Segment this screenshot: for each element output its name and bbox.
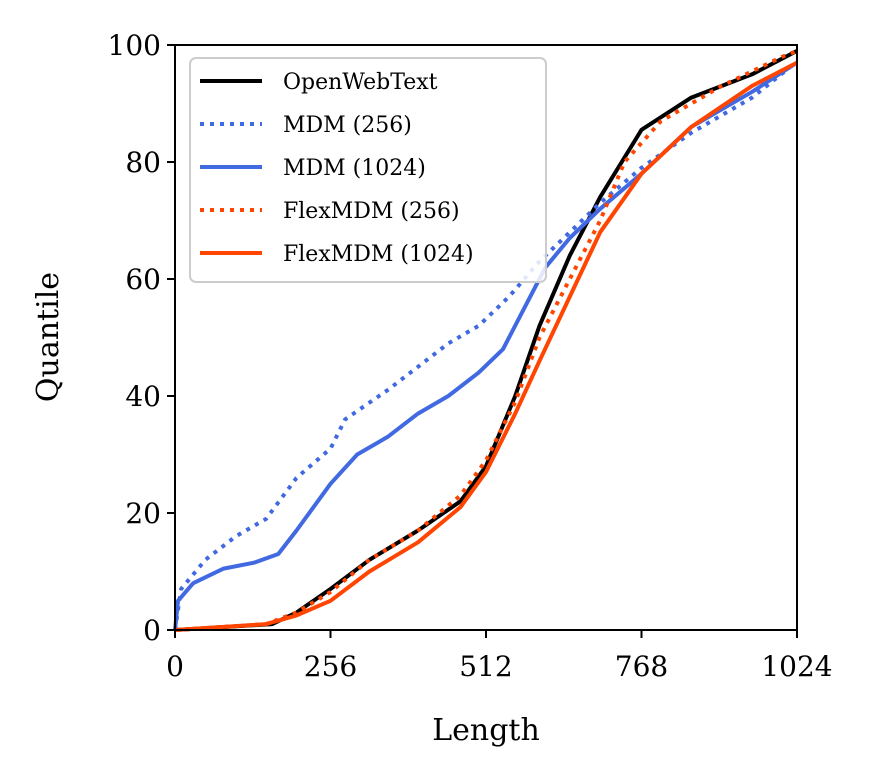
series-line-mdm-1024 [173,60,799,631]
x-tick-label: 0 [166,650,184,683]
legend-label: OpenWebText [283,70,438,95]
x-tick-label: 256 [304,650,357,683]
series-lines [173,49,799,632]
y-axis-label: Quantile [31,272,66,402]
y-ticks: 0 20 40 60 80 100 [108,29,175,647]
legend-label: FlexMDM (1024) [283,242,474,267]
x-axis-label: Length [432,713,540,748]
series-line-mdm-256 [173,66,790,631]
legend-label: FlexMDM (256) [283,199,460,224]
legend-label: MDM (256) [283,113,412,138]
x-tick-label: 1024 [761,650,832,683]
y-tick-label: 0 [143,614,161,647]
series-line-flexmdm-1024 [174,60,798,632]
y-tick-label: 80 [125,146,161,179]
legend-label: MDM (1024) [283,156,426,181]
series-line-flexmdm-256 [174,49,798,632]
x-tick-label: 512 [459,650,512,683]
y-tick-label: 60 [125,263,161,296]
legend-box [189,57,547,283]
legend: OpenWebText MDM (256) MDM (1024) FlexMDM (2… [189,57,547,283]
y-tick-label: 20 [125,497,161,530]
y-tick-label: 100 [108,29,161,62]
x-ticks: 0 256 512 768 1024 [166,630,833,683]
y-tick-label: 40 [125,380,161,413]
x-tick-label: 768 [615,650,668,683]
